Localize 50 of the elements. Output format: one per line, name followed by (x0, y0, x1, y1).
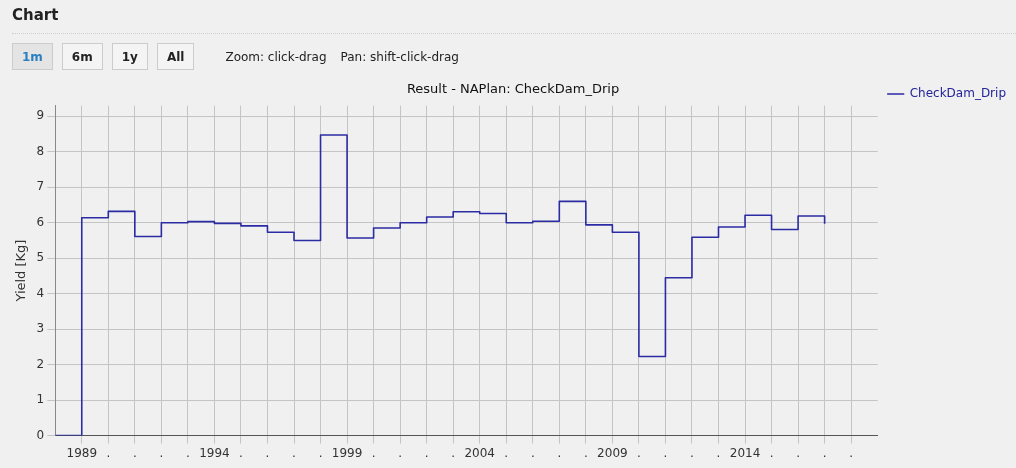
x-tick-label: 1989 (66, 445, 98, 460)
x-tick-label: . (159, 445, 164, 460)
x-tick-label: . (583, 445, 588, 460)
y-tick-label: 6 (36, 214, 45, 229)
text: All (156, 43, 195, 70)
x-tick-label: 2014 (729, 445, 761, 460)
text: Pan: shift-click-drag (340, 49, 459, 64)
y-tick-label: 9 (36, 108, 45, 123)
x-tick-label: . (265, 445, 270, 460)
x-tick-label: . (504, 445, 509, 460)
chart-title: Result - NAPlan: CheckDam_Drip (406, 81, 620, 97)
text: Chart (12, 6, 59, 24)
text: 1m (12, 43, 53, 70)
x-tick-label: . (822, 445, 827, 460)
x-tick-label: . (796, 445, 800, 460)
y-tick-label: 4 (36, 285, 45, 300)
y-tick-label: 8 (36, 143, 45, 158)
text: 1y (111, 43, 148, 70)
x-tick-label: . (318, 445, 323, 460)
x-tick-label: . (132, 445, 137, 460)
y-tick-label: 3 (36, 321, 45, 336)
x-tick-label: . (769, 445, 774, 460)
x-tick-label: . (663, 445, 668, 460)
x-tick-label: . (424, 445, 429, 460)
legend-label: CheckDam_Drip (909, 86, 1007, 101)
x-tick-label: . (292, 445, 296, 460)
x-tick-label: . (716, 445, 721, 460)
x-tick-label: . (106, 445, 111, 460)
x-tick-label: 2004 (464, 445, 495, 460)
x-tick-label: . (239, 445, 243, 460)
x-tick-label: . (451, 445, 456, 460)
x-tick-label: . (185, 445, 190, 460)
x-tick-label: 1999 (331, 445, 363, 460)
x-tick-label: 1994 (199, 445, 230, 460)
x-tick-label: . (371, 445, 376, 460)
y-tick-label: 1 (36, 392, 45, 407)
x-tick-label: . (636, 445, 641, 460)
x-tick-label: . (530, 445, 535, 460)
x-tick-label: . (398, 445, 403, 460)
text: 6m (61, 43, 103, 70)
y-axis-title: Yield [Kg] (13, 239, 29, 303)
x-tick-label: . (557, 445, 562, 460)
y-tick-label: 7 (36, 179, 45, 194)
x-tick-label: 2009 (597, 445, 628, 460)
x-tick-label: . (849, 445, 854, 460)
y-tick-label: 0 (36, 427, 45, 442)
y-tick-label: 2 (36, 356, 45, 371)
y-tick-label: 5 (36, 250, 45, 265)
text: Zoom: click-drag (225, 49, 327, 64)
x-tick-label: . (690, 445, 694, 460)
